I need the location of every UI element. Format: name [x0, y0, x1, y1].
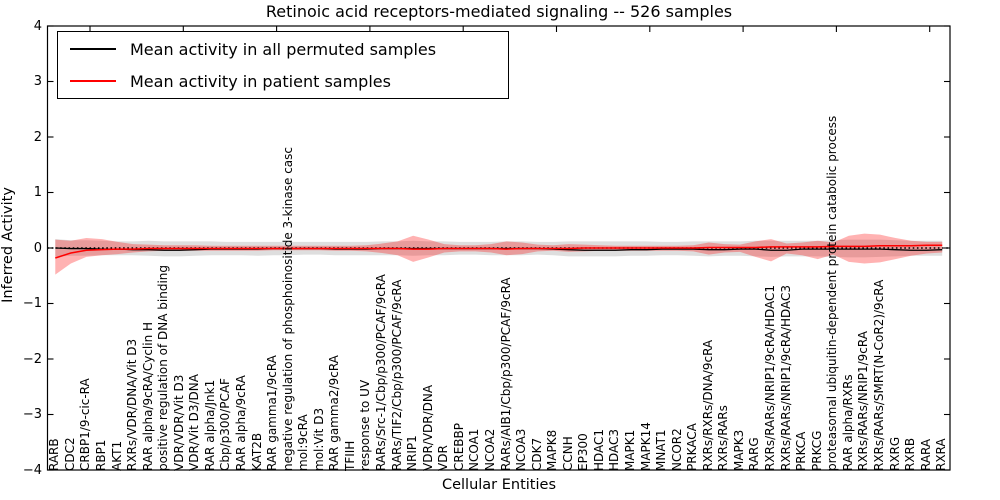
x-category-label: RAR alpha/Jnk1: [202, 379, 217, 471]
x-category-label: PRKACA: [685, 423, 700, 471]
x-category-label: AKT1: [109, 440, 124, 471]
x-category-label: CREBBP: [451, 423, 466, 471]
x-category-label: RBP1: [93, 439, 108, 471]
x-category-label: RARs/Src-1/Cbp/p300/PCAF/9cRA: [374, 274, 389, 471]
patient-samples-band: [55, 233, 943, 275]
x-category-label: positive regulation of DNA binding: [156, 265, 171, 471]
x-category-label: RAR gamma1/9cRA: [265, 355, 280, 471]
x-category-label: RXRs/RARs: [716, 405, 731, 471]
x-category-label: MAPK3: [731, 429, 746, 471]
x-category-label: HDAC3: [607, 428, 622, 471]
x-category-label: mol:Vit D3: [311, 407, 326, 471]
x-category-label: VDR/VDR/Vit D3: [171, 374, 186, 471]
x-category-label: MAPK14: [638, 422, 653, 471]
x-category-label: VDR/Vit D3/DNA: [187, 374, 202, 471]
x-category-label: RXRA: [934, 438, 949, 471]
x-category-label: NRIP1: [405, 435, 420, 471]
x-category-label: RXRs/RARs/NRIP1/9cRA: [856, 331, 871, 471]
patient-line-sample-icon: [70, 80, 116, 82]
x-category-label: NCOA1: [467, 428, 482, 471]
x-category-label: VDR: [436, 445, 451, 471]
x-category-label: MNAT1: [654, 429, 669, 471]
legend-item-permuted: Mean activity in all permuted samples: [70, 34, 508, 64]
x-category-label: RXRs/RXRs/DNA/9cRA: [700, 339, 715, 471]
x-category-label: RXRG: [887, 436, 902, 471]
x-category-label: RARG: [747, 437, 762, 471]
chart-title: Retinoic acid receptors-mediated signali…: [265, 2, 733, 21]
x-category-label: CCNH: [560, 436, 575, 471]
x-category-label: RARB: [47, 438, 62, 471]
x-category-label: NCOA3: [514, 428, 529, 471]
x-category-label: RXRs/RARs/NRIP1/9cRA/HDAC3: [778, 284, 793, 471]
x-category-label: TFIIH: [342, 440, 357, 471]
x-category-label: NCOR2: [669, 428, 684, 471]
y-tick-label: −1: [22, 296, 42, 311]
legend-item-patient: Mean activity in patient samples: [70, 66, 508, 96]
x-category-label: response to UV: [358, 379, 373, 471]
x-category-label: proteasomal ubiquitin-dependent protein …: [825, 115, 840, 471]
x-category-label: RAR gamma2/9cRA: [327, 355, 342, 471]
x-category-label: Cbp/p300/PCAF: [218, 378, 233, 471]
y-tick-label: 0: [33, 240, 42, 256]
x-category-label: RAR alpha/RXRs: [840, 374, 855, 471]
y-tick-label: 2: [33, 129, 42, 145]
y-tick-label: 1: [33, 185, 42, 200]
x-category-label: MAPK8: [545, 429, 560, 471]
x-axis-label: Cellular Entities: [441, 477, 557, 493]
x-category-label: CDC2: [62, 437, 77, 471]
x-category-label: RAR alpha/9cRA: [234, 375, 248, 471]
x-category-label: RAR alpha/9cRA/Cyclin H: [140, 321, 155, 471]
x-category-label: VDR/VDR/DNA: [420, 384, 435, 471]
x-category-label: HDAC1: [591, 428, 606, 471]
x-category-label: NCOA2: [482, 428, 497, 471]
y-tick-label: −4: [22, 462, 42, 478]
y-tick-label: 3: [33, 74, 42, 89]
permuted-line-sample-icon: [70, 48, 116, 50]
x-category-label: negative regulation of phosphoinositide …: [280, 147, 295, 471]
x-category-label: CRBP1/9-cic-RA: [78, 378, 93, 471]
y-tick-label: −2: [22, 351, 42, 367]
x-category-label: RARs/TIF2/Cbp/p300/PCAF/9cRA: [389, 279, 404, 471]
x-category-label: MAPK1: [623, 429, 637, 471]
legend-label-patient: Mean activity in patient samples: [130, 71, 391, 91]
x-category-label: mol:9cRA: [296, 414, 311, 471]
x-category-label: RARs/AIB1/Cbp/p300/PCAF/9cRA: [498, 277, 513, 471]
x-category-label: EP300: [576, 433, 591, 471]
x-category-label: CDK7: [529, 437, 544, 471]
x-category-label: RXRs/RARs/SMRT(N-CoR2)/9cRA: [871, 279, 886, 471]
x-category-label: KAT2B: [249, 432, 264, 471]
legend: Mean activity in all permuted samples Me…: [57, 31, 509, 99]
y-tick-label: 4: [33, 18, 42, 34]
legend-label-permuted: Mean activity in all permuted samples: [130, 39, 437, 59]
x-category-label: PRKCA: [794, 431, 809, 471]
x-category-label: PRKCG: [809, 430, 824, 471]
x-category-label: RXRs/VDR/DNA/Vit D3: [125, 338, 140, 471]
x-category-label: RARA: [918, 438, 933, 471]
x-category-label: RXRs/RARs/NRIP1/9cRA/HDAC1: [763, 284, 778, 471]
y-tick-label: −3: [22, 407, 42, 422]
patient-mean-line: [55, 244, 943, 259]
x-category-label: RXRB: [903, 437, 918, 471]
